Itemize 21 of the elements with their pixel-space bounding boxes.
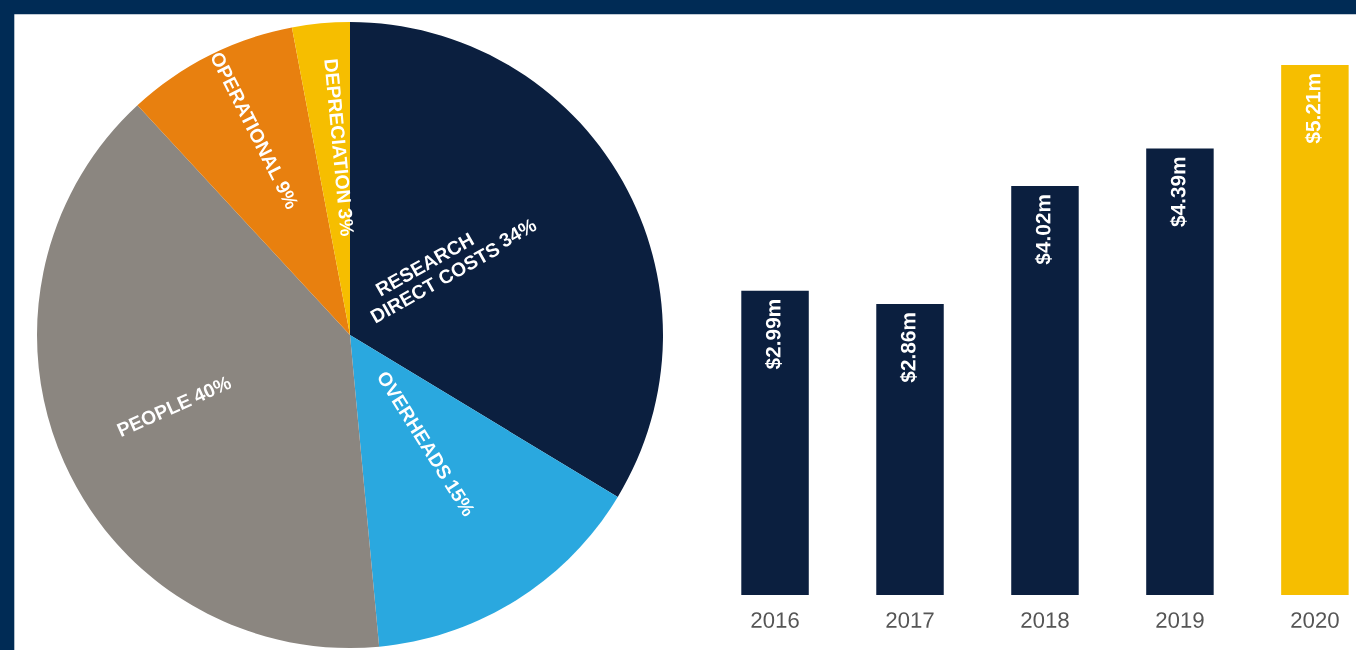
data-label: $2.99m — [764, 300, 782, 370]
bar — [741, 290, 809, 595]
data-label: 3% — [338, 207, 355, 237]
data-label: 9% — [274, 179, 300, 211]
x-tick-label: 2016 — [751, 612, 799, 628]
pie-slice — [350, 335, 618, 647]
x-tick-label: 2020 — [1291, 612, 1339, 628]
bar — [1146, 148, 1214, 595]
x-tick-label: 2018 — [1021, 612, 1069, 628]
bar — [876, 304, 944, 595]
data-label: 40% — [191, 375, 233, 404]
data-label: $5.21m — [1304, 74, 1322, 144]
x-tick-label: 2019 — [1156, 612, 1204, 628]
x-tick-label: 2017 — [886, 612, 934, 628]
bar — [1281, 65, 1349, 595]
slice-label: DEPRECIATION — [324, 59, 352, 203]
data-label: $4.02m — [1034, 195, 1052, 265]
data-label: $2.86m — [899, 313, 917, 383]
bar — [1011, 186, 1079, 595]
data-label: 34% — [497, 217, 538, 249]
data-label: $4.39m — [1169, 157, 1187, 227]
